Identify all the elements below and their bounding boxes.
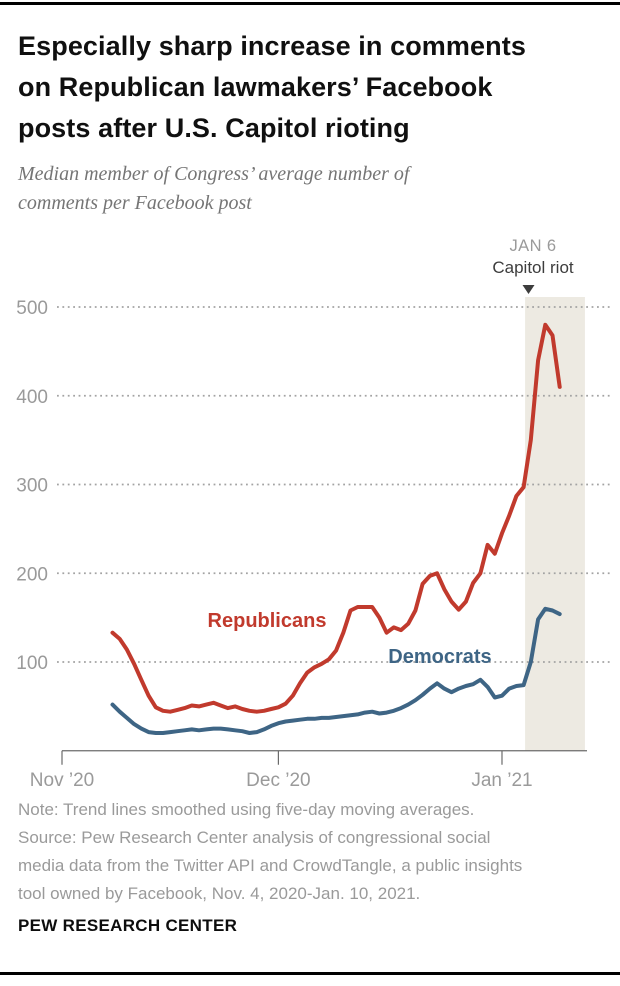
page-subtitle: Median member of Congress’ average numbe… bbox=[18, 160, 606, 218]
note-line: Note: Trend lines smoothed using five-da… bbox=[18, 800, 475, 819]
bottom-border bbox=[0, 972, 620, 975]
y-axis-label-200: 200 bbox=[16, 564, 48, 585]
x-axis-label-61: Jan ’21 bbox=[471, 770, 532, 790]
title-line-3: posts after U.S. Capitol rioting bbox=[18, 113, 410, 143]
brand-text: PEW RESEARCH CENTER bbox=[18, 916, 238, 935]
chart-canvas: 100 200 300 400 500 Nov ’20 Dec ’20 Jan ’21 bbox=[16, 285, 611, 791]
chart-area: 100 200 300 400 500 Nov ’20 Dec ’20 Jan ’21 bbox=[0, 230, 620, 791]
top-border bbox=[0, 2, 620, 5]
jan6-marker-icon bbox=[522, 285, 535, 294]
source-line-1: Source: Pew Research Center analysis of … bbox=[18, 828, 491, 847]
jan6-annotation-label: JAN 6 bbox=[509, 237, 557, 255]
democrats-series-label: Democrats bbox=[388, 646, 492, 668]
capitol-riot-annotation-label: Capitol riot bbox=[492, 258, 574, 277]
y-axis-label-100: 100 bbox=[16, 653, 48, 674]
note-source-text: Note: Trend lines smoothed using five-da… bbox=[18, 796, 614, 908]
democrats-line bbox=[110, 606, 562, 735]
republicans-line bbox=[110, 322, 562, 714]
x-axis-label-0: Nov ’20 bbox=[30, 770, 94, 790]
source-line-2: media data from the Twitter API and Crow… bbox=[18, 856, 523, 875]
page-title: Especially sharp increase in comments on… bbox=[18, 26, 606, 149]
subtitle-line-2: comments per Facebook post bbox=[18, 192, 252, 214]
y-axis-label-500: 500 bbox=[16, 298, 48, 319]
title-line-1: Especially sharp increase in comments bbox=[18, 31, 526, 61]
republicans-series-label: Republicans bbox=[207, 610, 327, 632]
y-axis-label-400: 400 bbox=[16, 387, 48, 408]
subtitle-line-1: Median member of Congress’ average numbe… bbox=[18, 163, 410, 185]
source-line-3: tool owned by Facebook, Nov. 4, 2020-Jan… bbox=[18, 884, 421, 903]
y-axis-label-300: 300 bbox=[16, 476, 48, 497]
x-axis-label-30: Dec ’20 bbox=[246, 770, 310, 790]
title-line-2: on Republican lawmakers’ Facebook bbox=[18, 72, 493, 102]
